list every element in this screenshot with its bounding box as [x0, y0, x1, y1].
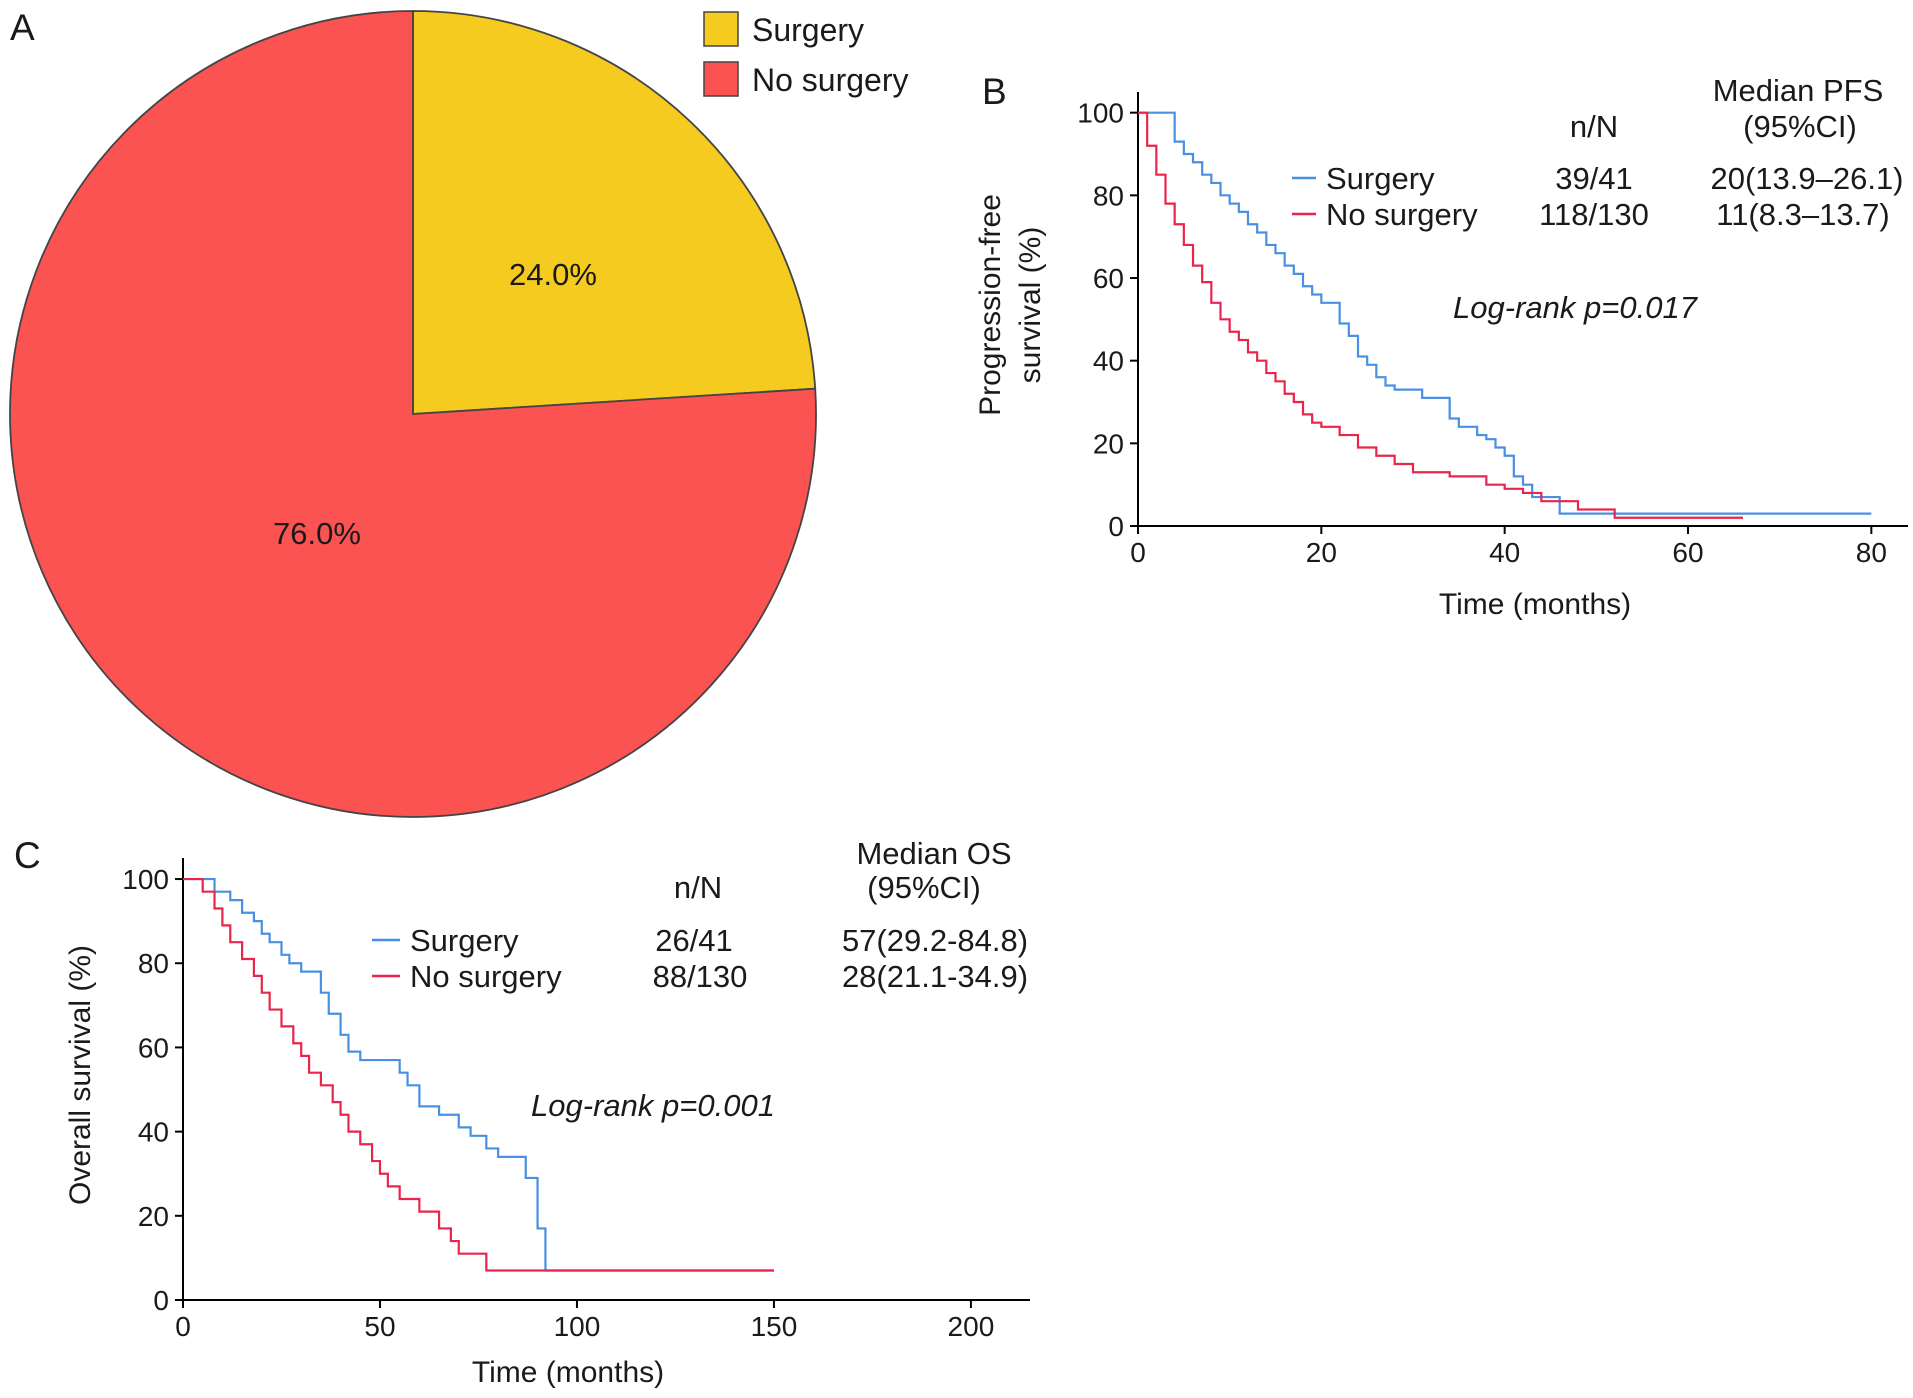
- os-y-tick-label: 40: [138, 1117, 169, 1148]
- os-y-axis-label: Overall survival (%): [64, 945, 97, 1205]
- pfs-y-tick-label: 20: [1093, 428, 1124, 459]
- os-ci-header: (95%CI): [867, 870, 981, 905]
- os-y-tick-label: 60: [138, 1032, 169, 1063]
- pfs-curve-surgery: [1138, 111, 1872, 515]
- os-median-no-surgery: 28(21.1-34.9): [842, 959, 1028, 994]
- panel-c-letter: C: [14, 835, 41, 876]
- os-x-axis-label: Time (months): [472, 1356, 664, 1389]
- pie-chart: [9, 10, 817, 818]
- panel-a: A 24.0% 76.0% Surgery No surgery: [9, 7, 909, 818]
- os-curves: [183, 877, 774, 1272]
- pfs-legend-label-surgery: Surgery: [1326, 161, 1435, 196]
- pfs-y-tick-label: 0: [1108, 511, 1124, 542]
- pfs-x-tick-label: 0: [1130, 537, 1146, 568]
- os-nN-header: n/N: [674, 870, 722, 905]
- os-median-header: Median OS: [856, 836, 1011, 871]
- os-x-tick-label: 200: [948, 1311, 995, 1342]
- legend-label-no-surgery: No surgery: [752, 62, 909, 98]
- pfs-logrank-annotation: Log-rank p=0.017: [1453, 290, 1699, 325]
- os-legend-label-surgery: Surgery: [410, 923, 519, 958]
- pfs-x-tick-label: 40: [1489, 537, 1520, 568]
- pfs-y-axis-label-line1: Progression-free: [974, 194, 1007, 416]
- pfs-median-no-surgery: 11(8.3–13.7): [1716, 197, 1890, 232]
- legend-swatch-surgery: [703, 11, 739, 47]
- os-x-ticks: 0 50 100 150 200: [175, 1300, 994, 1342]
- legend-swatch-no-surgery: [703, 61, 739, 97]
- pie-slice-surgery: [412, 10, 817, 415]
- panel-b: B 0 20 40 60 80 100 0 20 40 60 80 Time (months) P…: [974, 71, 1908, 621]
- pfs-curves: [1138, 111, 1872, 519]
- pfs-y-axis-label-line2: survival (%): [1014, 227, 1047, 384]
- pie-label-surgery: 24.0%: [509, 257, 597, 292]
- panel-a-letter: A: [10, 7, 35, 48]
- pfs-x-tick-label: 20: [1306, 537, 1337, 568]
- pfs-curve-no-surgery: [1138, 111, 1743, 519]
- os-y-tick-label: 0: [153, 1285, 169, 1316]
- pfs-nN-header: n/N: [1570, 109, 1618, 144]
- os-x-tick-label: 0: [175, 1311, 191, 1342]
- pfs-median-header: Median PFS: [1713, 73, 1884, 108]
- panel-b-letter: B: [982, 71, 1007, 112]
- pfs-ci-header: (95%CI): [1743, 109, 1857, 144]
- os-table: Median OS (95%CI) n/N Surgery 26/41 57(2…: [372, 836, 1028, 994]
- os-axes: [182, 858, 1030, 1301]
- os-nN-surgery: 26/41: [655, 923, 733, 958]
- os-median-surgery: 57(29.2-84.8): [842, 923, 1028, 958]
- pfs-axes: [1137, 92, 1908, 527]
- pfs-y-ticks: 0 20 40 60 80 100: [1077, 98, 1138, 542]
- pfs-y-tick-label: 100: [1077, 98, 1124, 129]
- os-logrank-annotation: Log-rank p=0.001: [531, 1088, 775, 1123]
- os-x-tick-label: 100: [554, 1311, 601, 1342]
- pfs-y-tick-label: 40: [1093, 346, 1124, 377]
- pfs-nN-surgery: 39/41: [1555, 161, 1633, 196]
- pfs-legend-label-no-surgery: No surgery: [1326, 197, 1478, 232]
- pfs-nN-no-surgery: 118/130: [1539, 197, 1649, 232]
- legend-label-surgery: Surgery: [752, 12, 864, 48]
- os-y-tick-label: 80: [138, 948, 169, 979]
- pfs-median-surgery: 20(13.9–26.1): [1710, 161, 1903, 196]
- os-y-tick-label: 20: [138, 1201, 169, 1232]
- os-y-tick-label: 100: [122, 864, 169, 895]
- os-y-ticks: 0 20 40 60 80 100: [122, 864, 183, 1316]
- pfs-x-tick-label: 60: [1672, 537, 1703, 568]
- pfs-table: Median PFS (95%CI) n/N Surgery 39/41 20(…: [1292, 73, 1904, 232]
- os-x-tick-label: 50: [364, 1311, 395, 1342]
- os-curve-surgery: [183, 877, 774, 1272]
- pfs-y-tick-label: 60: [1093, 263, 1124, 294]
- panel-c: C 0 20 40 60 80 100 0 50 100 150 200 Time (months…: [14, 835, 1030, 1389]
- pie-slice-no-surgery: [9, 10, 817, 818]
- os-x-tick-label: 150: [751, 1311, 798, 1342]
- pfs-y-tick-label: 80: [1093, 180, 1124, 211]
- pfs-x-axis-label: Time (months): [1439, 588, 1631, 621]
- pfs-x-tick-label: 80: [1856, 537, 1887, 568]
- os-curve-no-surgery: [183, 877, 774, 1272]
- os-nN-no-surgery: 88/130: [653, 959, 748, 994]
- os-legend-label-no-surgery: No surgery: [410, 959, 562, 994]
- pie-label-no-surgery: 76.0%: [273, 516, 361, 551]
- pie-legend: Surgery No surgery: [703, 11, 909, 98]
- pfs-x-ticks: 0 20 40 60 80: [1130, 526, 1887, 568]
